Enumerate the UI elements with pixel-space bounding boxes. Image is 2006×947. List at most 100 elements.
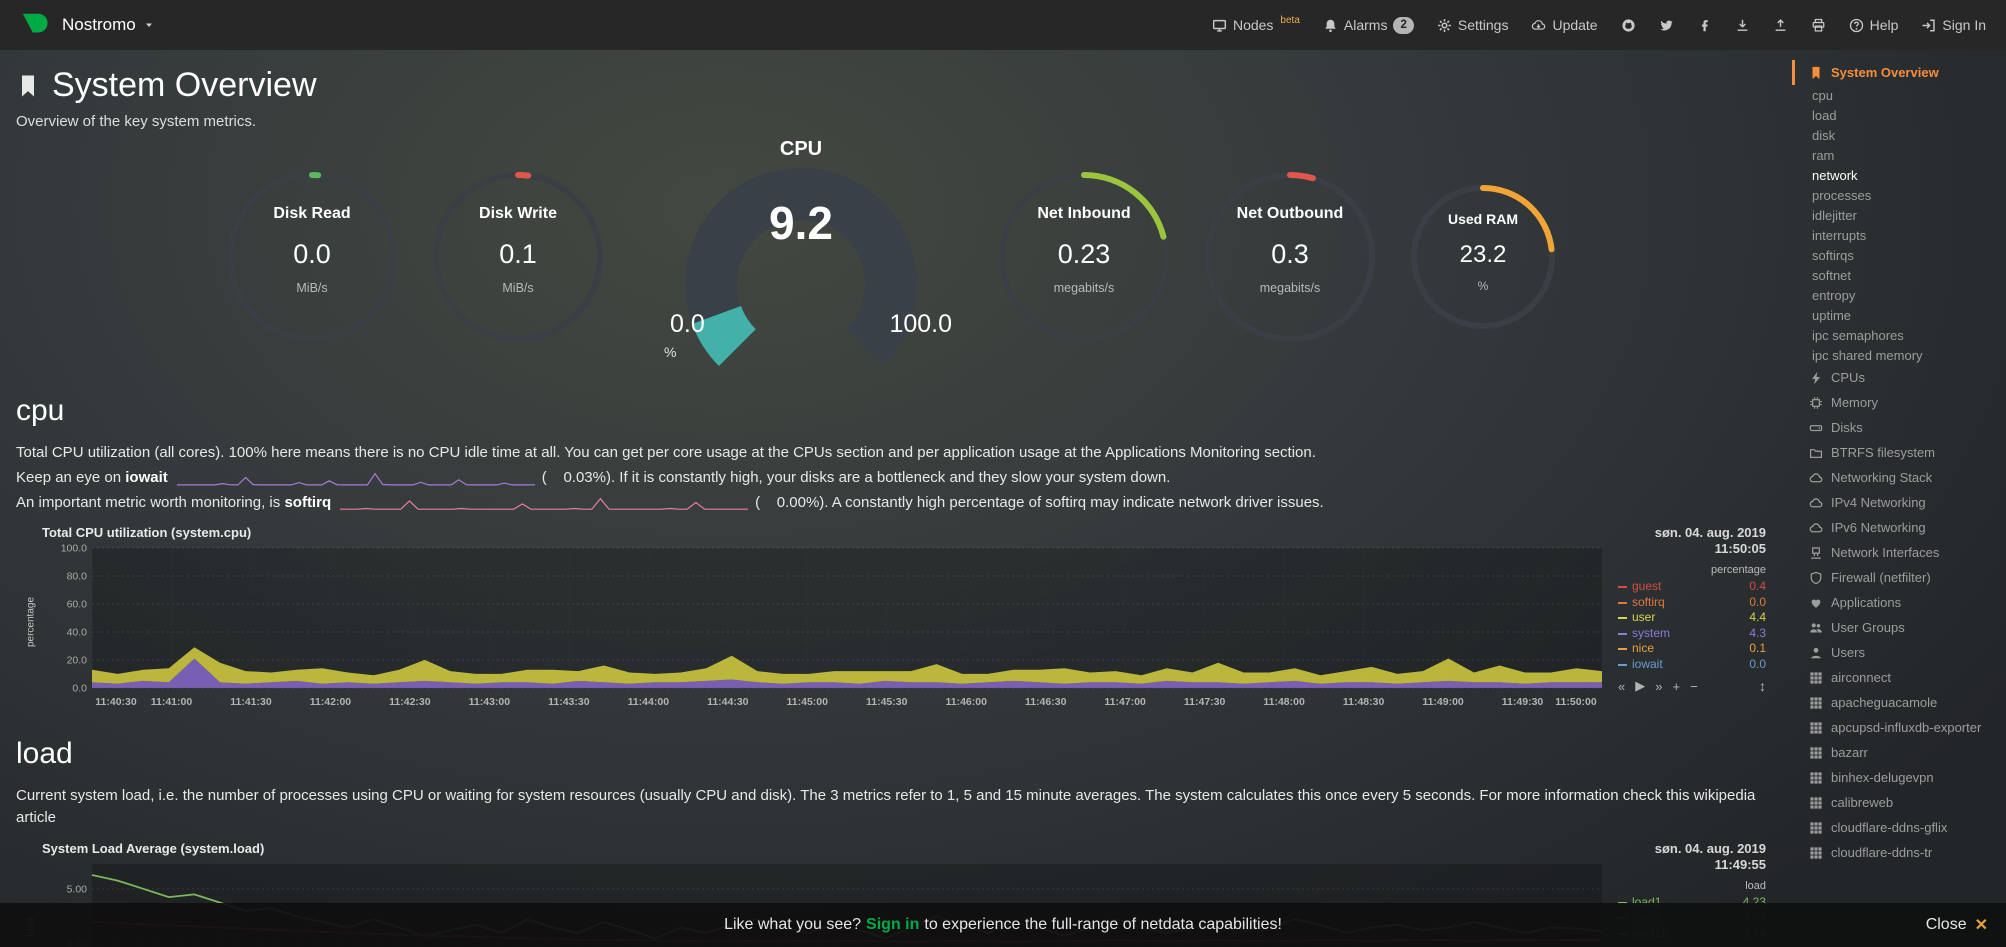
chart-toolbar-pan-forward-button[interactable]: »: [1655, 678, 1663, 694]
sidebar-item-softirqs[interactable]: softirqs: [1812, 247, 1854, 263]
legend-row-iowait[interactable]: iowait 0.0: [1618, 657, 1766, 673]
sidebar-item-interrupts[interactable]: interrupts: [1812, 227, 1867, 243]
settings-label: Settings: [1457, 17, 1509, 33]
sidebar-item-ipc-shared-memory[interactable]: ipc shared memory: [1812, 347, 1923, 363]
sidebar-item-network[interactable]: network: [1812, 167, 1858, 183]
github-button[interactable]: [1621, 18, 1636, 33]
cpu-gauge-arc: [685, 168, 917, 367]
chart-toolbar-zoom-out-button[interactable]: −: [1690, 678, 1698, 694]
help-button[interactable]: Help: [1849, 17, 1898, 33]
legend-row-user[interactable]: user 4.4: [1618, 610, 1766, 626]
gauge-used-ram[interactable]: Used RAM 23.2 %: [1408, 182, 1558, 332]
facebook-icon: [1697, 18, 1712, 33]
legend-row-softirq[interactable]: softirq 0.0: [1618, 595, 1766, 611]
svg-text:11:44:30: 11:44:30: [707, 696, 749, 708]
export-snapshot-button[interactable]: [1735, 18, 1750, 33]
sidebar-item-ipc-semaphores[interactable]: ipc semaphores: [1812, 327, 1904, 343]
hostname-dropdown[interactable]: Nostromo: [62, 15, 155, 35]
sidebar-item-softnet[interactable]: softnet: [1812, 267, 1852, 283]
sign-in-button[interactable]: Sign In: [1921, 17, 1986, 33]
svg-text:11:49:30: 11:49:30: [1502, 696, 1544, 708]
sidebar-item-cloudflare-ddns-tr[interactable]: cloudflare-ddns-tr: [1792, 840, 2006, 865]
sidebar-item-users[interactable]: Users: [1792, 640, 2006, 665]
sidebar-item-binhex-delugevpn[interactable]: binhex-delugevpn: [1792, 765, 2006, 790]
nodes-button[interactable]: Nodes beta: [1212, 15, 1300, 33]
twitter-button[interactable]: [1659, 18, 1674, 33]
banner-close-button[interactable]: Close ✕: [1926, 915, 1988, 935]
sidebar-item-networking-stack[interactable]: Networking Stack: [1792, 465, 2006, 490]
svg-text:11:43:30: 11:43:30: [548, 696, 590, 708]
sidebar-item-bazarr[interactable]: bazarr: [1792, 740, 2006, 765]
sidebar-item-network-interfaces[interactable]: Network Interfaces: [1792, 540, 2006, 565]
sidebar-item-processes[interactable]: processes: [1812, 187, 1872, 203]
sidebar-item-airconnect[interactable]: airconnect: [1792, 665, 2006, 690]
chart-resize-handle[interactable]: ↕: [1759, 678, 1766, 695]
close-icon: ✕: [1974, 917, 1988, 934]
bell-icon: [1323, 18, 1338, 33]
sidebar-item-disks[interactable]: Disks: [1792, 415, 2006, 440]
sidebar-item-btrfs-filesystem[interactable]: BTRFS filesystem: [1792, 440, 2006, 465]
legend-swatch: [1618, 586, 1627, 588]
sidebar-item-ram[interactable]: ram: [1812, 147, 1835, 163]
sidebar-item-cpus[interactable]: CPUs: [1792, 365, 2006, 390]
legend-row-system[interactable]: system 4.3: [1618, 626, 1766, 642]
chart-date: søn. 04. aug. 2019: [1654, 840, 1766, 856]
hostname-label: Nostromo: [62, 15, 136, 34]
settings-button[interactable]: Settings: [1437, 17, 1509, 33]
banner-sign-in-link[interactable]: Sign in: [866, 916, 920, 933]
sidebar-item-ipv4-networking[interactable]: IPv4 Networking: [1792, 490, 2006, 515]
softirq-sparkline[interactable]: [339, 494, 749, 512]
sidebar-item-apcupsd-influxdb-exporter[interactable]: apcupsd-influxdb-exporter: [1792, 715, 2006, 740]
gauge-disk-read[interactable]: Disk Read 0.0 MiB/s: [224, 169, 400, 345]
alarms-button[interactable]: Alarms 2: [1323, 16, 1414, 34]
gauge-title: Disk Write: [479, 205, 557, 222]
gauge-unit: %: [664, 344, 677, 360]
nodes-label: Nodes: [1232, 17, 1274, 33]
gauge-value: 23.2: [1459, 241, 1507, 268]
gauge-net-outbound[interactable]: Net Outbound 0.3 megabits/s: [1202, 169, 1378, 345]
gauge-unit: megabits/s: [1259, 281, 1321, 295]
sidebar-item-applications[interactable]: Applications: [1792, 590, 2006, 615]
legend-row-nice[interactable]: nice 0.1: [1618, 641, 1766, 657]
sidebar-item-cpu[interactable]: cpu: [1812, 87, 1833, 103]
sidebar-item-entropy[interactable]: entropy: [1812, 287, 1856, 303]
sidebar-item-uptime[interactable]: uptime: [1812, 307, 1852, 323]
gauge-unit: %: [1477, 279, 1489, 293]
chart-toolbar-pan-backward-button[interactable]: «: [1618, 678, 1626, 694]
gauge-cpu[interactable]: CPU 9.2 0.0 100.0 %: [636, 138, 966, 376]
chart-toolbar-play-button[interactable]: ▶: [1635, 678, 1646, 694]
sidebar-item-firewall-netfilter[interactable]: Firewall (netfilter): [1792, 565, 2006, 590]
sign-in-label: Sign In: [1942, 17, 1986, 33]
iowait-sparkline[interactable]: [176, 469, 536, 487]
cpu-chart-toolbar: « ▶ » + − ↕: [1618, 678, 1766, 694]
sidebar-item-memory[interactable]: Memory: [1792, 390, 2006, 415]
svg-text:11:48:30: 11:48:30: [1343, 696, 1385, 708]
sidebar-item-apacheguacamole[interactable]: apacheguacamole: [1792, 690, 2006, 715]
svg-text:11:42:00: 11:42:00: [310, 696, 352, 708]
cpu-description-3: An important metric worth monitoring, is…: [16, 493, 1324, 512]
cpu-chart-legend: søn. 04. aug. 2019 11:50:05 percentage g…: [1618, 525, 1766, 694]
legend-row-guest[interactable]: guest 0.4: [1618, 579, 1766, 595]
import-snapshot-button[interactable]: [1773, 18, 1788, 33]
grid-icon: [1809, 696, 1823, 710]
sidebar-item-disk[interactable]: disk: [1812, 127, 1836, 143]
grid-icon: [1809, 821, 1823, 835]
gauges-row: Disk Read 0.0 MiB/s Disk Write 0.1 MiB/s…: [16, 138, 1766, 376]
update-button[interactable]: Update: [1531, 17, 1598, 33]
print-button[interactable]: [1811, 18, 1826, 33]
cpu-chart-plot[interactable]: 0.0 20.0 40.0 60.0 80.0 100.0 11:40:30 11:41:00…: [42, 542, 1608, 714]
gauge-disk-write[interactable]: Disk Write 0.1 MiB/s: [430, 169, 606, 345]
gauge-title: Net Inbound: [1037, 205, 1131, 222]
sidebar-item-load[interactable]: load: [1812, 107, 1837, 123]
facebook-button[interactable]: [1697, 18, 1712, 33]
sidebar-item-ipv6-networking[interactable]: IPv6 Networking: [1792, 515, 2006, 540]
sidebar-item-user-groups[interactable]: User Groups: [1792, 615, 2006, 640]
sidebar-item-idlejitter[interactable]: idlejitter: [1812, 207, 1857, 223]
nodes-icon: [1212, 18, 1227, 33]
sidebar-item-cloudflare-ddns-gflix[interactable]: cloudflare-ddns-gflix: [1792, 815, 2006, 840]
sidebar-item-system-overview[interactable]: System Overview: [1792, 60, 2006, 85]
gauge-net-inbound[interactable]: Net Inbound 0.23 megabits/s: [996, 169, 1172, 345]
netdata-logo[interactable]: [20, 10, 50, 40]
chart-toolbar-zoom-in-button[interactable]: +: [1672, 678, 1681, 694]
sidebar-item-calibreweb[interactable]: calibreweb: [1792, 790, 2006, 815]
